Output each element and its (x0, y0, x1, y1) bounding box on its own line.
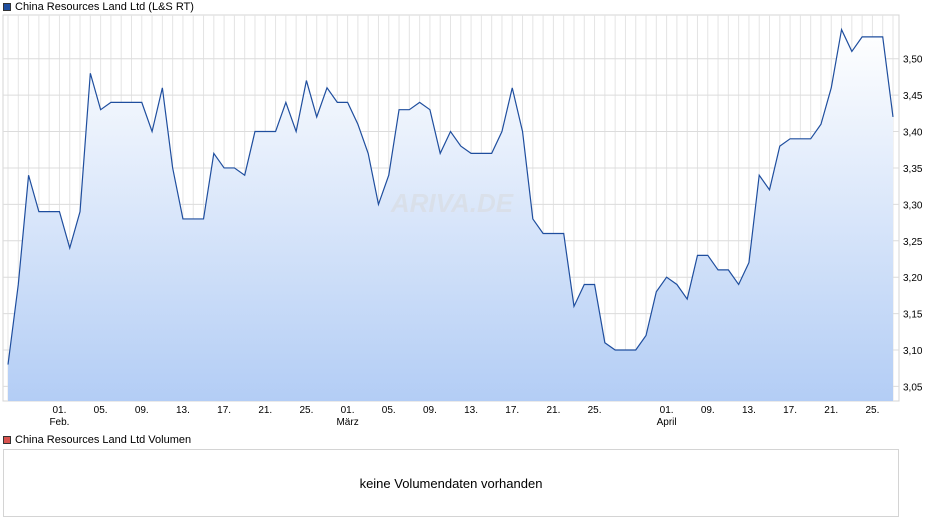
watermark: ARIVA.DE (390, 188, 514, 218)
y-tick-label: 3,40 (903, 128, 923, 139)
y-axis-labels: 3,05 3,10 3,15 3,20 3,25 3,30 3,35 3,40 3,45 3,50 (903, 55, 923, 394)
y-tick-label: 3,25 (903, 237, 923, 248)
x-tick-label: 17. (783, 405, 797, 416)
volume-legend-swatch (3, 436, 11, 444)
price-area (8, 29, 893, 401)
y-tick-label: 3,10 (903, 346, 923, 357)
x-tick-label: 13. (176, 405, 190, 416)
x-tick-label: 01. (660, 405, 674, 416)
price-chart: ARIVA.DE 3,05 3,10 3,15 3,20 3,25 3,30 3,35 3,4… (2, 14, 923, 428)
x-tick-label: 13. (742, 405, 756, 416)
x-tick-label: 09. (423, 405, 437, 416)
y-tick-label: 3,30 (903, 200, 923, 211)
volume-empty-message: keine Volumendaten vorhanden (359, 475, 543, 491)
price-legend-label: China Resources Land Ltd (L&S RT) (15, 1, 194, 13)
x-tick-label: 13. (464, 405, 478, 416)
y-tick-label: 3,35 (903, 164, 923, 175)
x-tick-label: 25. (588, 405, 602, 416)
volume-legend: China Resources Land Ltd Volumen (3, 433, 191, 447)
y-tick-label: 3,15 (903, 310, 923, 321)
x-tick-label: 21. (824, 405, 838, 416)
x-tick-month-label: März (336, 417, 358, 428)
x-tick-label: 01. (341, 405, 355, 416)
price-legend: China Resources Land Ltd (L&S RT) (3, 0, 194, 14)
x-tick-label: 21. (258, 405, 272, 416)
y-tick-label: 3,05 (903, 382, 923, 393)
volume-legend-label: China Resources Land Ltd Volumen (15, 434, 192, 446)
x-tick-label: 05. (94, 405, 108, 416)
x-tick-label: 25. (865, 405, 879, 416)
x-tick-label: 09. (135, 405, 149, 416)
y-tick-label: 3,45 (903, 91, 923, 102)
x-tick-label: 09. (701, 405, 715, 416)
y-tick-label: 3,50 (903, 55, 923, 66)
x-tick-month-label: April (657, 417, 677, 428)
x-tick-label: 17. (217, 405, 231, 416)
x-tick-month-label: Feb. (49, 417, 69, 428)
x-tick-label: 17. (505, 405, 519, 416)
price-legend-swatch (3, 3, 11, 11)
x-tick-label: 01. (53, 405, 67, 416)
x-tick-label: 21. (546, 405, 560, 416)
y-tick-label: 3,20 (903, 273, 923, 284)
price-line (7, 27, 894, 365)
x-tick-label: 05. (382, 405, 396, 416)
x-tick-label: 25. (299, 405, 313, 416)
volume-panel: keine Volumendaten vorhanden (3, 449, 899, 517)
